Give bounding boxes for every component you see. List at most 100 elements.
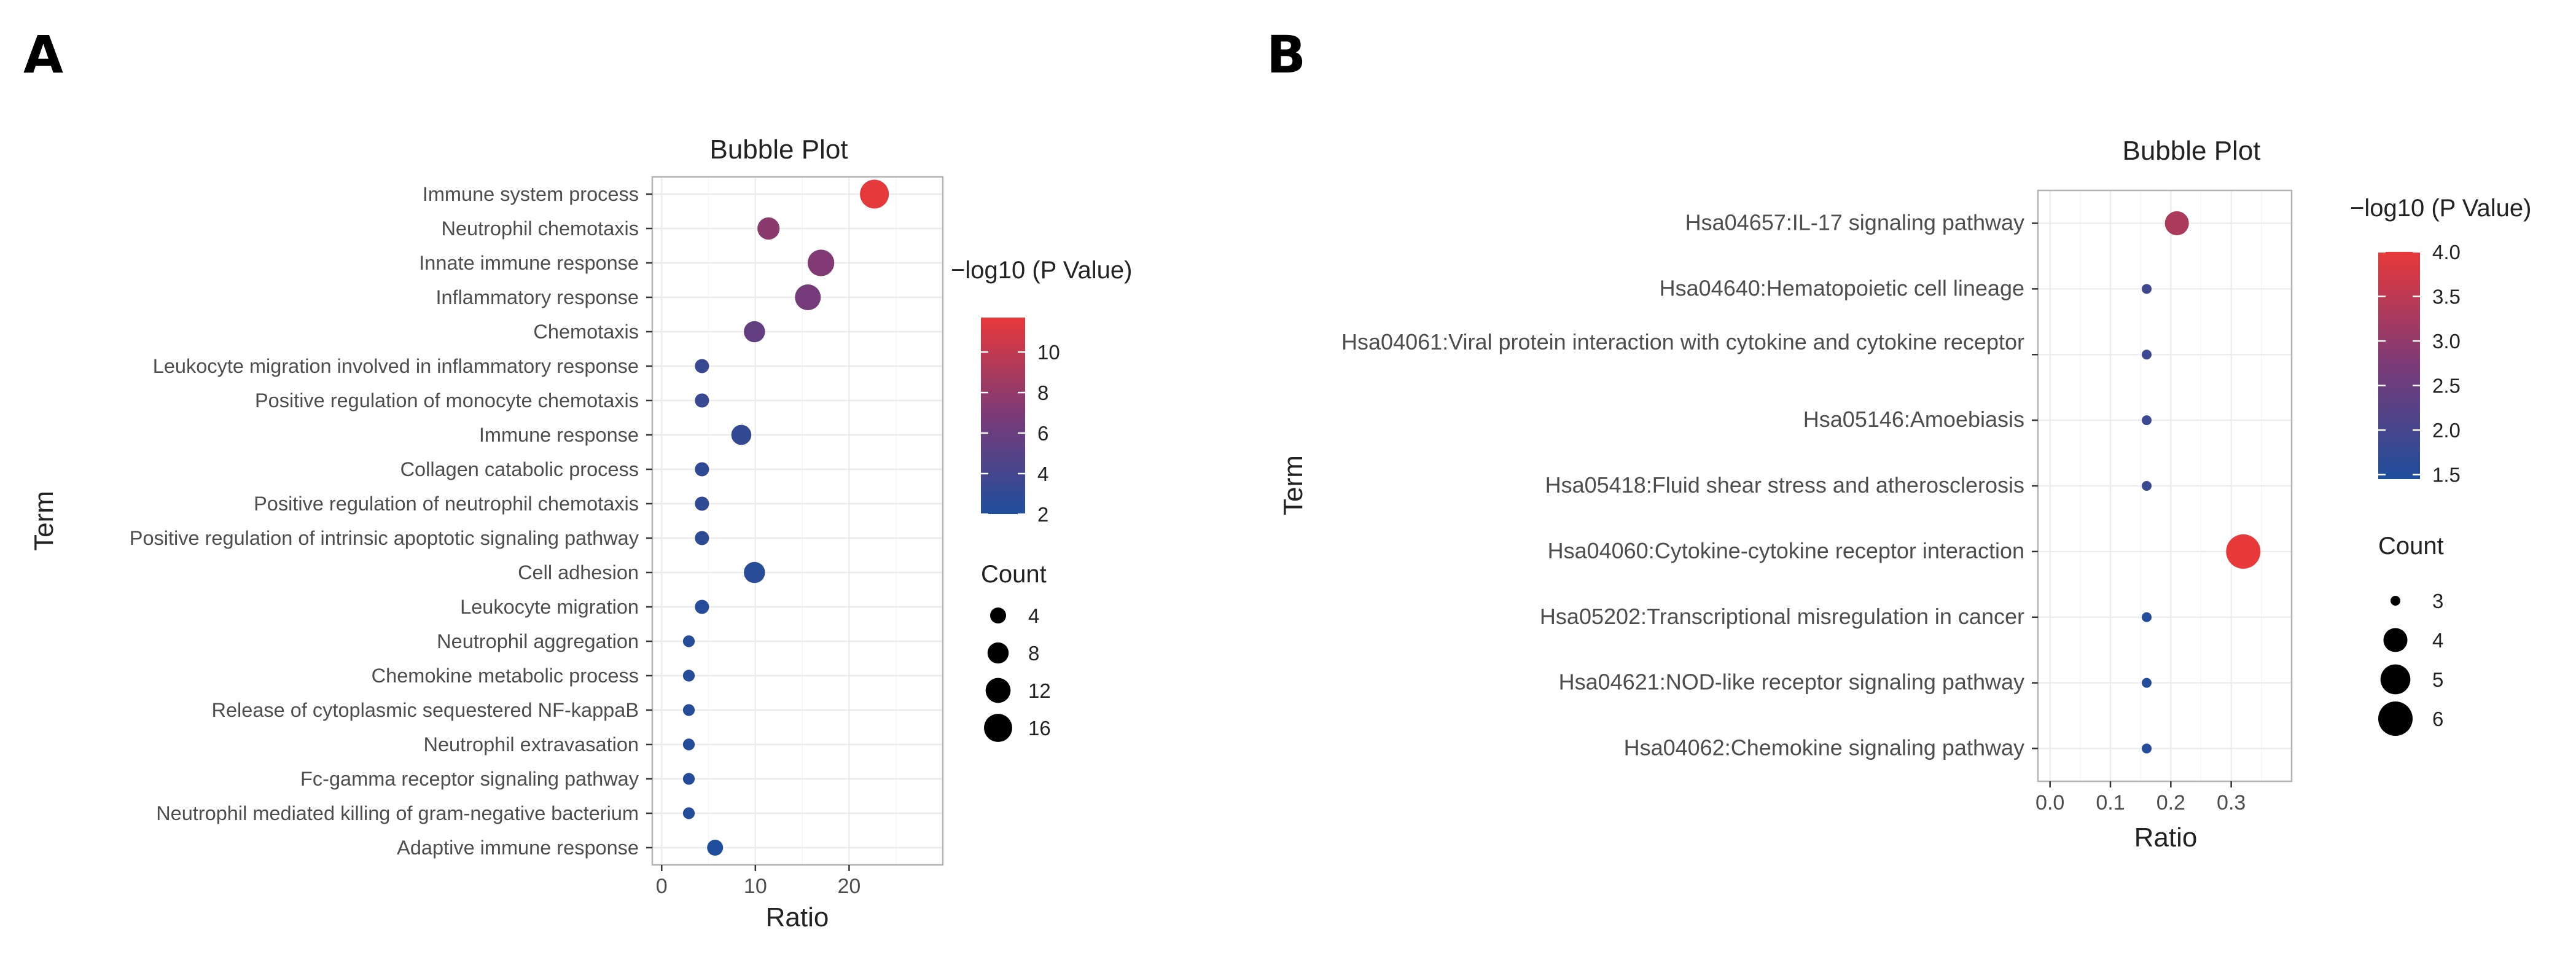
size-legend-label: 12 [1028, 679, 1051, 702]
bubble [695, 462, 709, 477]
term-label: Leukocyte migration [460, 596, 639, 618]
size-legend-dot [987, 642, 1009, 664]
term-label: Hsa04657:IL-17 signaling pathway [1685, 209, 2024, 235]
bubble [795, 284, 821, 311]
size-legend-label: 4 [2432, 629, 2443, 652]
term-label: Hsa05202:Transcriptional misregulation i… [1540, 604, 2024, 629]
bubble [682, 773, 695, 785]
term-label: Immune system process [423, 183, 639, 205]
term-label: Neutrophil extravasation [424, 733, 639, 756]
bubble [682, 704, 695, 716]
term-label: Hsa04062:Chemokine signaling pathway [1624, 735, 2024, 760]
size-legend-title-a: Count [981, 561, 1047, 588]
term-label: Neutrophil aggregation [437, 630, 639, 652]
colorbar-tick-label: 2.5 [2432, 375, 2461, 397]
colorbar-tick-label: 2.0 [2432, 419, 2461, 442]
size-legend-dot [2378, 701, 2413, 736]
x-axis-title-b: Ratio [2134, 822, 2198, 853]
term-label: Immune response [479, 424, 639, 446]
bubble [2142, 350, 2152, 360]
colorbar-tick-label: 3.0 [2432, 330, 2461, 353]
x-tick-label: 0 [656, 875, 668, 898]
bubble [860, 179, 889, 209]
bubble [695, 359, 709, 373]
term-label: Hsa05146:Amoebiasis [1803, 407, 2024, 432]
plot-panel-a [651, 176, 944, 866]
bubble [757, 217, 780, 240]
x-tick-label: 0.0 [2035, 791, 2064, 814]
bubbles-a [682, 179, 889, 856]
panel-b: B Bubble Plot Hsa04657:IL-17 signaling p… [1267, 25, 2531, 853]
bubble [2142, 284, 2152, 294]
term-label: Positive regulation of neutrophil chemot… [254, 493, 639, 515]
bubble [695, 393, 709, 408]
bubbles-b [2142, 211, 2261, 754]
colorbar-tick-label: 8 [1037, 381, 1048, 404]
panel-letter-a: A [23, 25, 63, 85]
size-legend-items-b: 3 4 5 6 [2378, 590, 2443, 736]
panel-a: A Bubble Plot Immune system process Neutr… [23, 25, 1132, 932]
color-legend-a: −log10 (P Value) 2 4 6 8 10 [951, 257, 1132, 526]
x-ticks-a: 0 10 20 [656, 865, 861, 898]
bubble [2142, 612, 2152, 622]
bubble [707, 839, 724, 856]
plot-title-a: Bubble Plot [709, 135, 848, 165]
x-axis-title-a: Ratio [766, 902, 829, 932]
x-tick-label: 0.3 [2217, 791, 2246, 814]
term-label: Hsa05418:Fluid shear stress and atherosc… [1545, 472, 2024, 498]
bubble [2142, 678, 2152, 688]
size-legend-label: 8 [1028, 642, 1039, 665]
grid-a [652, 177, 943, 865]
bubble [2142, 743, 2152, 754]
term-label: Release of cytoplasmic sequestered NF-ka… [212, 699, 639, 721]
bubble [807, 249, 835, 276]
y-axis-title-a: Term [29, 491, 59, 551]
bubble [2226, 534, 2261, 569]
bubble [2142, 415, 2152, 426]
size-legend-label: 3 [2432, 590, 2443, 612]
term-labels-b: Hsa04657:IL-17 signaling pathway Hsa04640… [1341, 209, 2038, 760]
size-legend-a: Count 4 8 12 16 [981, 561, 1051, 742]
bubble [744, 321, 765, 343]
colorbar-tick-label: 1.5 [2432, 464, 2461, 486]
color-legend-title-b: −log10 (P Value) [2350, 195, 2531, 222]
term-label: Neutrophil chemotaxis [441, 217, 639, 240]
colorbar-ticks-a: 2 4 6 8 10 [981, 341, 1060, 526]
term-label: Positive regulation of monocyte chemotax… [255, 389, 639, 412]
x-tick-label: 0.1 [2096, 791, 2125, 814]
term-label: Inflammatory response [435, 286, 639, 308]
term-label: Innate immune response [419, 252, 639, 274]
x-tick-label: 0.2 [2156, 791, 2185, 814]
color-legend-title-a: −log10 (P Value) [951, 257, 1132, 284]
colorbar-a [981, 318, 1025, 514]
bubble [731, 424, 752, 445]
term-label: Fc-gamma receptor signaling pathway [300, 768, 639, 790]
size-legend-b: Count 3 4 5 6 [2378, 533, 2444, 736]
size-legend-label: 4 [1028, 604, 1039, 627]
size-legend-dot [2383, 628, 2408, 652]
x-tick-label: 20 [838, 875, 861, 898]
size-legend-dot [2380, 664, 2411, 695]
size-legend-dot [984, 714, 1012, 742]
size-legend-label: 16 [1028, 717, 1051, 740]
colorbar-ticks-b: 1.5 2.0 2.5 3.0 3.5 4.0 [2378, 241, 2461, 486]
bubble [682, 738, 695, 751]
size-legend-label: 6 [2432, 708, 2443, 730]
term-label: Positive regulation of intrinsic apoptot… [130, 527, 639, 549]
colorbar-tick-label: 6 [1037, 422, 1048, 445]
term-label: Leukocyte migration involved in inflamma… [153, 355, 639, 377]
term-label: Hsa04060:Cytokine-cytokine receptor inte… [1548, 538, 2024, 563]
bubble [2142, 481, 2152, 491]
bubble [695, 496, 709, 511]
term-label: Collagen catabolic process [400, 458, 639, 480]
size-legend-label: 5 [2432, 668, 2443, 691]
grid-b [2038, 190, 2292, 781]
plot-title-b: Bubble Plot [2122, 136, 2260, 166]
term-label: Adaptive immune response [397, 837, 639, 859]
term-label: Chemotaxis [533, 321, 639, 343]
term-label: Hsa04640:Hematopoietic cell lineage [1660, 275, 2024, 300]
panel-letter-b: B [1267, 25, 1306, 85]
term-label: Hsa04621:NOD-like receptor signaling pat… [1559, 670, 2024, 695]
colorbar-b [2378, 252, 2420, 479]
